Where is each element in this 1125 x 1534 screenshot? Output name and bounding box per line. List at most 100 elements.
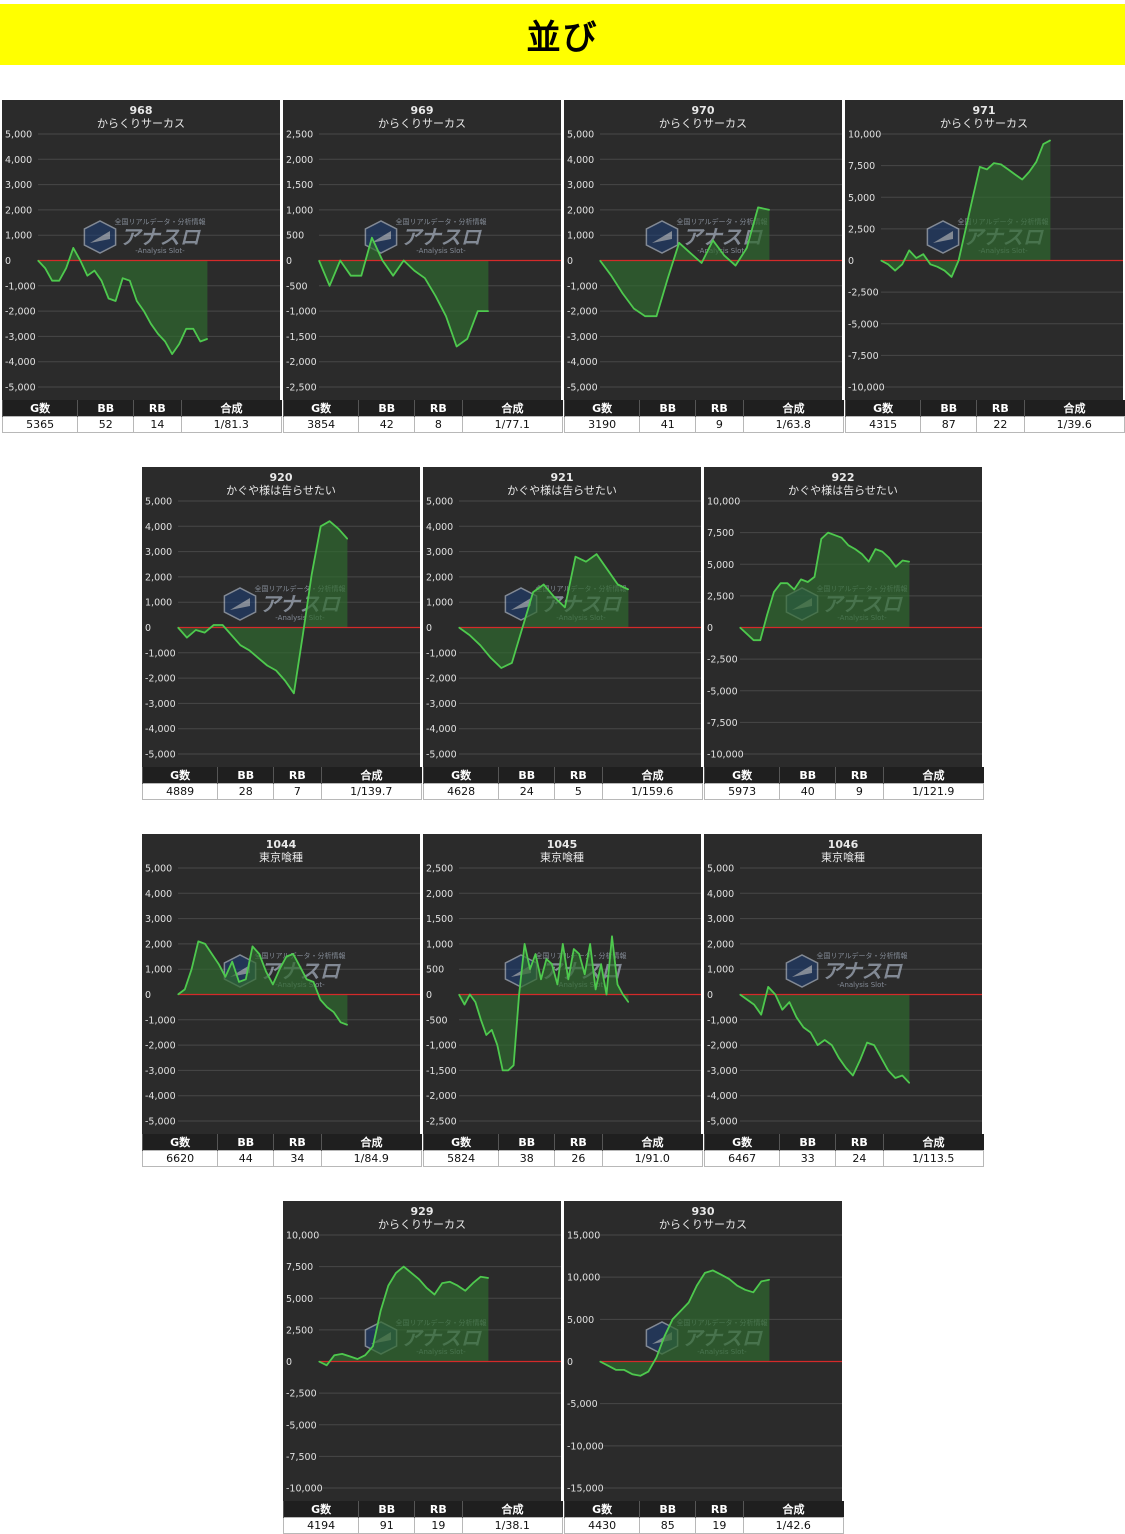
- y-tick-label: 5,000: [286, 1294, 313, 1305]
- watermark-tagline: 全国リアルデータ・分析情報: [536, 951, 627, 960]
- data-point: [616, 983, 619, 985]
- data-point: [793, 588, 795, 591]
- y-tick-label: 3,000: [145, 914, 172, 925]
- stats-header: 合成: [742, 400, 844, 417]
- chart-header: 922 かぐや様は告らせたい: [704, 471, 982, 497]
- data-point: [1014, 173, 1016, 176]
- stats-header: G数: [703, 1134, 780, 1151]
- data-point: [744, 1289, 746, 1291]
- y-tick-label: -4,000: [145, 724, 176, 735]
- machine-name: からくりサーカス: [659, 117, 747, 130]
- data-point: [350, 275, 352, 277]
- data-point: [143, 310, 145, 312]
- stat-combined: 1/84.9: [320, 1150, 423, 1167]
- data-point: [817, 1044, 819, 1046]
- data-point: [474, 1001, 476, 1003]
- chart-header: 968 からくりサーカス: [2, 104, 280, 130]
- data-point: [746, 247, 748, 249]
- machine-name: かぐや様は告らせたい: [226, 484, 336, 497]
- stats-table: G数 BB RB 合成 4628 24 5 1/159.6: [422, 767, 704, 800]
- series-area: [740, 986, 910, 1083]
- data-point: [647, 1371, 649, 1373]
- stats-header: RB: [695, 1501, 744, 1518]
- machine-name: からくりサーカス: [940, 117, 1028, 130]
- data-point: [532, 591, 534, 593]
- data-point: [372, 1345, 374, 1347]
- data-point: [627, 588, 629, 591]
- stats-header: G数: [844, 400, 921, 417]
- data-point: [753, 639, 755, 641]
- watermark-tagline: 全国リアルデータ・分析情報: [115, 217, 206, 226]
- y-tick-label: -1,000: [145, 648, 176, 659]
- data-point: [346, 1024, 348, 1026]
- data-point: [333, 1354, 335, 1356]
- data-point: [567, 978, 569, 980]
- data-point: [868, 561, 870, 563]
- y-tick-label: 0: [567, 256, 573, 267]
- data-point: [403, 1266, 405, 1268]
- data-point: [184, 988, 186, 990]
- watermark-subtitle: -Analysis Slot-: [416, 247, 466, 255]
- stats-header: G数: [563, 400, 640, 417]
- data-point: [834, 534, 836, 536]
- stat-combined: 1/121.9: [882, 783, 985, 800]
- stats-header: BB: [779, 767, 836, 784]
- y-tick-label: 1,500: [286, 180, 313, 191]
- y-tick-label: 2,000: [5, 205, 32, 216]
- data-point: [827, 532, 829, 534]
- data-point: [578, 953, 580, 955]
- watermark-subtitle: -Analysis Slot-: [275, 614, 325, 622]
- watermark-brand: アナスロ: [401, 225, 483, 249]
- data-point: [191, 968, 193, 970]
- data-point: [524, 943, 526, 945]
- data-point: [736, 1285, 738, 1287]
- data-point: [339, 259, 341, 262]
- stats-header: G数: [1, 400, 78, 417]
- data-point: [908, 249, 910, 251]
- stat-rb: 14: [133, 416, 182, 433]
- data-point: [600, 963, 602, 965]
- y-tick-label: -4,000: [145, 1091, 176, 1102]
- data-point: [311, 573, 313, 575]
- stat-bb: 87: [920, 416, 978, 433]
- data-point: [329, 285, 331, 287]
- data-point: [866, 1042, 868, 1044]
- data-point: [410, 1272, 412, 1274]
- stats-header: RB: [835, 1134, 884, 1151]
- series-line: [739, 531, 910, 642]
- series-area: [600, 1270, 770, 1376]
- chart-header: 1045 東京喰種: [423, 838, 701, 864]
- y-tick-label: -2,500: [286, 383, 317, 394]
- data-point: [929, 263, 931, 265]
- data-point: [993, 162, 995, 164]
- data-point: [65, 267, 67, 269]
- slot-chart-930: 930 からくりサーカス 15,000 10,000 5,000 0 -5,000 -10,0…: [563, 1201, 845, 1534]
- data-point: [936, 266, 939, 268]
- data-point: [894, 1077, 896, 1079]
- series-line: [599, 1269, 770, 1377]
- data-point: [689, 252, 691, 254]
- data-point: [79, 259, 81, 262]
- data-point: [231, 961, 233, 963]
- stats-header: G数: [141, 1134, 218, 1151]
- machine-number: 970: [691, 104, 715, 117]
- data-point: [1035, 161, 1037, 163]
- y-tick-label: 0: [286, 256, 292, 267]
- data-point: [211, 953, 213, 955]
- stats-header: BB: [498, 767, 555, 784]
- stats-header: G数: [282, 1501, 359, 1518]
- y-tick-label: -3,000: [426, 699, 457, 710]
- y-tick-label: 5,000: [5, 130, 32, 141]
- y-tick-label: 1,000: [286, 205, 313, 216]
- stat-combined: 1/139.7: [320, 783, 423, 800]
- data-point: [753, 1004, 755, 1006]
- stat-bb: 41: [639, 416, 697, 433]
- data-point: [972, 196, 974, 198]
- y-tick-label: 1,000: [5, 231, 32, 242]
- stats-header: BB: [639, 1501, 696, 1518]
- y-tick-label: -5,000: [848, 319, 879, 330]
- data-point: [177, 993, 179, 996]
- stat-rb: 19: [695, 1517, 744, 1534]
- data-point: [1021, 178, 1023, 181]
- y-tick-label: -2,500: [707, 655, 738, 666]
